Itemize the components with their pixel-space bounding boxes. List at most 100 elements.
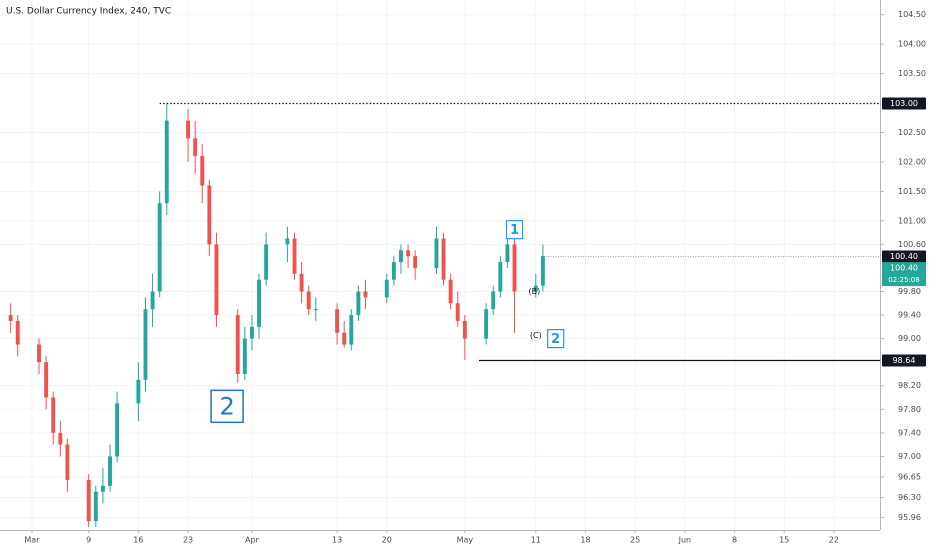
- candle-body: [292, 238, 297, 274]
- level-label-box: [882, 250, 926, 263]
- x-tick-label: 18: [580, 536, 590, 545]
- candle-body: [512, 244, 517, 292]
- candle-body: [93, 491, 98, 522]
- wave-box: [547, 329, 565, 349]
- x-tick-label: 22: [829, 536, 839, 545]
- candle-body: [363, 291, 368, 298]
- candle-body: [249, 326, 254, 339]
- candle-body: [441, 238, 446, 280]
- wave-label: 2: [219, 392, 234, 420]
- candle-body: [399, 250, 403, 263]
- candle-body: [51, 397, 56, 433]
- candle-body: [44, 362, 49, 398]
- candle-body: [164, 120, 169, 204]
- candle-body: [540, 256, 545, 286]
- candle-body: [193, 138, 198, 157]
- candle-body: [242, 338, 247, 374]
- candle-body: [157, 203, 162, 292]
- candle-body: [356, 291, 361, 316]
- y-tick-label: 101.00: [898, 216, 926, 225]
- y-tick-label: 103.50: [898, 69, 926, 78]
- candle-body: [455, 303, 460, 321]
- x-tick-label: 8: [732, 536, 737, 545]
- candle-body: [335, 309, 340, 333]
- y-tick-label: 102.00: [898, 157, 926, 166]
- candle-body: [200, 156, 205, 186]
- last-price-box: [882, 262, 926, 287]
- y-tick-label: 98.20: [898, 381, 921, 390]
- x-tick-label: May: [457, 536, 474, 545]
- candle-body: [406, 250, 411, 257]
- candle-body: [150, 291, 155, 310]
- candle-body: [313, 309, 318, 311]
- candle-body: [143, 309, 148, 380]
- x-tick-label: Apr: [245, 536, 260, 545]
- y-tick-label: 97.00: [898, 452, 921, 461]
- candle-body: [58, 432, 63, 445]
- candle-body: [349, 315, 354, 345]
- wave-box: [505, 220, 524, 240]
- candle-body: [264, 244, 269, 280]
- x-tick-label: 25: [630, 536, 640, 545]
- y-tick-label: 104.50: [898, 10, 926, 19]
- candle-body: [108, 456, 112, 486]
- level-label: 100.40: [890, 252, 918, 261]
- candle-body: [462, 320, 467, 339]
- candle-body: [257, 279, 261, 327]
- last-price-label: 100.40: [890, 264, 918, 273]
- candle-body: [65, 444, 70, 480]
- level-label-box: [882, 354, 926, 367]
- x-tick-label: 20: [382, 536, 392, 545]
- candle-body: [413, 256, 418, 268]
- y-tick-label: 97.40: [898, 428, 921, 437]
- y-tick-label: 101.50: [898, 187, 926, 196]
- candle-body: [342, 332, 347, 345]
- candle-body: [37, 344, 41, 363]
- wave-label: 2: [551, 332, 560, 347]
- y-tick-label: 96.65: [898, 473, 921, 482]
- y-tick-label: 99.00: [898, 334, 921, 343]
- level-label-box: [882, 97, 926, 110]
- x-tick-label: 23: [183, 536, 193, 545]
- candle-body: [491, 291, 496, 310]
- candle-body: [285, 238, 290, 245]
- candle-body: [214, 244, 219, 316]
- candle-body: [306, 291, 311, 310]
- candle-body: [100, 485, 105, 492]
- wave-box: [210, 389, 244, 424]
- x-tick-label: Mar: [24, 536, 40, 545]
- y-tick-label: 99.80: [898, 287, 921, 296]
- candle-body: [533, 285, 538, 292]
- axes: 104.50 104.00 103.50 102.50 102.00 101.50 101.…: [24, 10, 926, 545]
- candle-body: [86, 479, 91, 522]
- candle-body: [391, 262, 396, 280]
- candle-body: [15, 320, 20, 345]
- x-tick-label: 11: [531, 536, 541, 545]
- wave-label: 1: [510, 223, 519, 238]
- x-tick-label: Jun: [678, 536, 692, 545]
- candle-body: [186, 120, 191, 139]
- x-tick-label: 13: [332, 536, 342, 545]
- candle-body: [235, 315, 240, 374]
- candle-body: [136, 379, 141, 404]
- wave-label: (B): [529, 287, 541, 296]
- y-tick-label: 96.30: [898, 493, 921, 502]
- y-tick-label: 99.40: [898, 311, 921, 320]
- wave-label: (C): [530, 331, 542, 340]
- y-tick-label: 97.80: [898, 405, 921, 414]
- countdown: 02:25:08: [888, 276, 919, 284]
- candle-body: [484, 309, 489, 339]
- candle-body: [299, 273, 304, 292]
- y-tick-label: 104.00: [898, 40, 926, 49]
- candle-body: [505, 244, 510, 263]
- y-tick-label: 100.60: [898, 240, 926, 249]
- level-label: 98.64: [893, 356, 916, 365]
- candle-body: [498, 262, 503, 292]
- candle-body: [434, 238, 439, 268]
- x-tick-label: 15: [779, 536, 789, 545]
- candle-body: [115, 403, 120, 457]
- y-tick-label: 95.96: [898, 513, 921, 522]
- candle-body: [448, 279, 453, 304]
